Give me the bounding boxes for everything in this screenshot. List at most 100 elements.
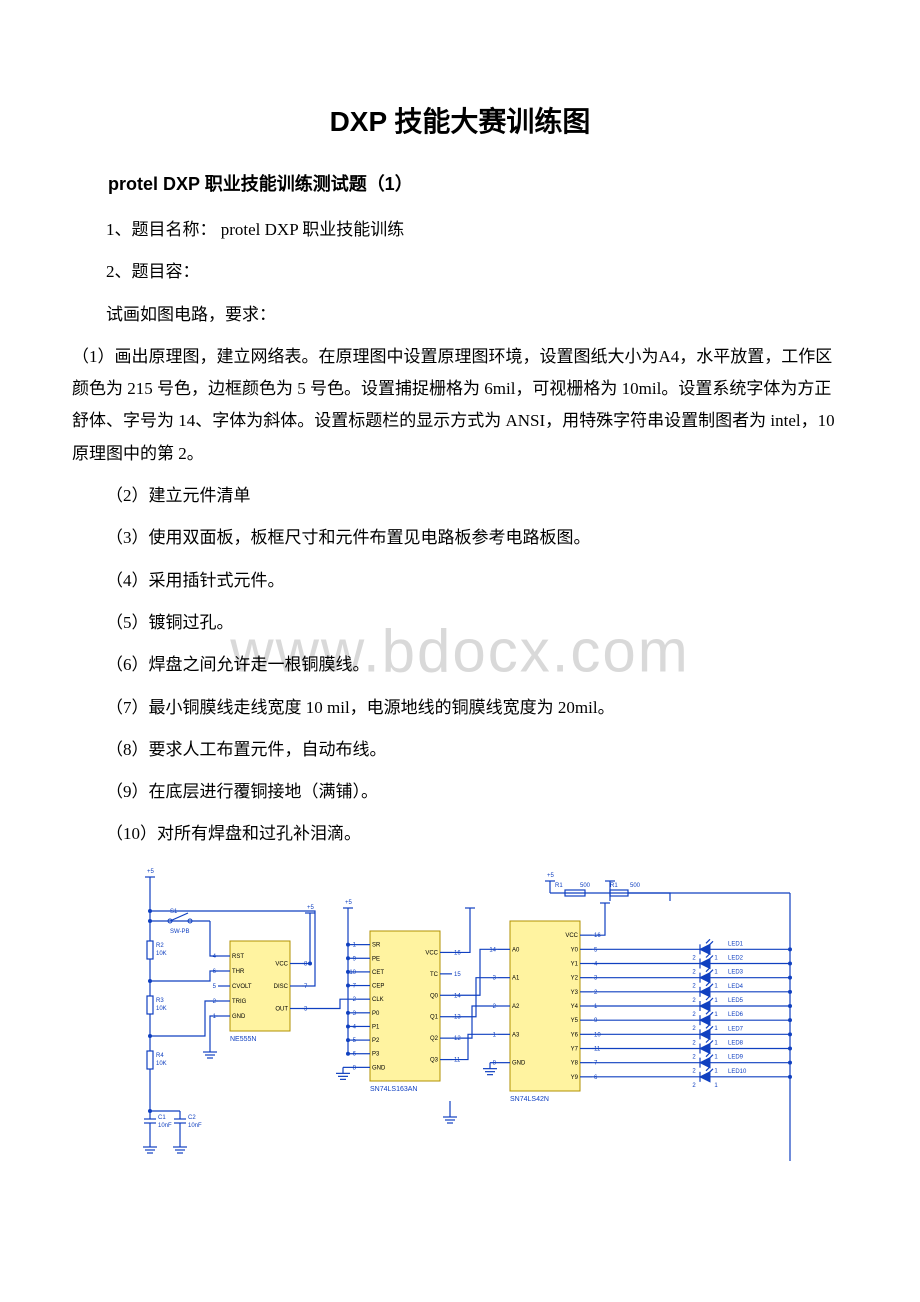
svg-text:CLK: CLK [372, 997, 384, 1003]
para-2: 2、题目容： [72, 256, 848, 288]
svg-text:A1: A1 [512, 975, 520, 981]
svg-text:S1: S1 [170, 909, 178, 915]
svg-text:A2: A2 [512, 1004, 520, 1010]
svg-text:A0: A0 [512, 947, 520, 953]
svg-text:14: 14 [454, 993, 461, 999]
svg-text:C1: C1 [158, 1115, 166, 1121]
para-8: （5）镀铜过孔。 [72, 607, 848, 639]
svg-text:P1: P1 [372, 1024, 380, 1030]
svg-text:PE: PE [372, 956, 380, 962]
svg-text:Y2: Y2 [571, 975, 579, 981]
para-12: （9）在底层进行覆铜接地（满铺）。 [72, 776, 848, 808]
svg-text:Q0: Q0 [430, 993, 439, 999]
svg-text:16: 16 [594, 933, 601, 939]
para-4: （1）画出原理图，建立网络表。在原理图中设置原理图环境，设置图纸大小为A4，水平… [72, 341, 848, 470]
svg-text:VCC: VCC [565, 933, 578, 939]
svg-text:CET: CET [372, 970, 384, 976]
para-5: （2）建立元件清单 [72, 480, 848, 512]
svg-text:14: 14 [489, 947, 496, 953]
svg-text:LED10: LED10 [728, 1069, 747, 1075]
svg-text:Y8: Y8 [571, 1060, 579, 1066]
svg-text:LED4: LED4 [728, 984, 744, 990]
svg-text:Q2: Q2 [430, 1036, 439, 1042]
svg-text:CVOLT: CVOLT [232, 984, 252, 990]
svg-text:LED1: LED1 [728, 941, 744, 947]
svg-text:+5: +5 [307, 905, 315, 911]
svg-text:R2: R2 [156, 943, 164, 949]
para-13: （10）对所有焊盘和过孔补泪滴。 [72, 818, 848, 850]
svg-text:TC: TC [430, 972, 439, 978]
para-6: （3）使用双面板，板框尺寸和元件布置见电路板参考电路板图。 [72, 522, 848, 554]
svg-text:SN74LS42N: SN74LS42N [510, 1096, 549, 1103]
svg-text:Q1: Q1 [430, 1014, 439, 1020]
svg-text:10nF: 10nF [158, 1123, 172, 1129]
svg-text:GND: GND [512, 1060, 526, 1066]
svg-text:Y7: Y7 [571, 1046, 579, 1052]
svg-text:10K: 10K [156, 1061, 167, 1067]
svg-text:LED6: LED6 [728, 1012, 744, 1018]
svg-text:R1: R1 [555, 883, 563, 889]
page-title: DXP 技能大赛训练图 [72, 100, 848, 140]
svg-text:Y4: Y4 [571, 1004, 579, 1010]
subtitle: protel DXP 职业技能训练测试题（1） [72, 170, 848, 196]
svg-text:LED9: LED9 [728, 1054, 744, 1060]
svg-text:10K: 10K [156, 951, 167, 957]
svg-text:15: 15 [454, 972, 461, 978]
svg-text:16: 16 [454, 950, 461, 956]
svg-text:P3: P3 [372, 1051, 380, 1057]
svg-text:+5: +5 [345, 900, 353, 906]
svg-text:10: 10 [594, 1032, 601, 1038]
svg-text:TRIG: TRIG [232, 999, 247, 1005]
svg-text:NE555N: NE555N [230, 1036, 256, 1043]
svg-text:+5: +5 [547, 873, 555, 879]
para-7: （4）采用插针式元件。 [72, 565, 848, 597]
para-1: 1、题目名称： protel DXP 职业技能训练 [72, 214, 848, 246]
svg-text:SW-PB: SW-PB [170, 929, 190, 935]
svg-text:SR: SR [372, 942, 381, 948]
svg-text:Y5: Y5 [571, 1018, 579, 1024]
svg-text:10K: 10K [156, 1006, 167, 1012]
svg-text:Y0: Y0 [571, 947, 579, 953]
para-11: （8）要求人工布置元件，自动布线。 [72, 734, 848, 766]
svg-text:11: 11 [454, 1057, 461, 1063]
para-10: （7）最小铜膜线走线宽度 10 mil，电源地线的铜膜线宽度为 20mil。 [72, 692, 848, 724]
svg-text:+5: +5 [147, 869, 155, 875]
svg-text:C2: C2 [188, 1115, 196, 1121]
svg-text:P2: P2 [372, 1038, 380, 1044]
para-9: （6）焊盘之间允许走一根铜膜线。 [72, 649, 848, 681]
svg-text:GND: GND [372, 1065, 386, 1071]
svg-text:13: 13 [454, 1014, 461, 1020]
svg-text:10nF: 10nF [188, 1123, 202, 1129]
svg-text:CEP: CEP [372, 983, 384, 989]
svg-text:R4: R4 [156, 1053, 164, 1059]
svg-text:R3: R3 [156, 998, 164, 1004]
svg-text:LED8: LED8 [728, 1040, 744, 1046]
svg-text:500: 500 [580, 883, 591, 889]
svg-text:VCC: VCC [425, 950, 438, 956]
svg-text:Q3: Q3 [430, 1057, 439, 1063]
svg-text:RST: RST [232, 954, 244, 960]
svg-text:DISC: DISC [274, 984, 289, 990]
svg-text:OUT: OUT [275, 1006, 288, 1012]
svg-text:10: 10 [349, 970, 356, 976]
svg-text:Y1: Y1 [571, 961, 579, 967]
svg-text:11: 11 [594, 1046, 601, 1052]
svg-text:LED3: LED3 [728, 969, 744, 975]
svg-text:GND: GND [232, 1014, 246, 1020]
svg-text:LED7: LED7 [728, 1026, 744, 1032]
para-3: 试画如图电路，要求： [72, 299, 848, 331]
schematic-diagram: +5S1SW-PBR210KR310KR410KC110nFC210nFRST4… [72, 861, 848, 1181]
svg-text:P0: P0 [372, 1011, 380, 1017]
svg-text:Y6: Y6 [571, 1032, 579, 1038]
schematic-svg: +5S1SW-PBR210KR310KR410KC110nFC210nFRST4… [110, 861, 810, 1181]
svg-text:Y9: Y9 [571, 1075, 579, 1081]
svg-text:SN74LS163AN: SN74LS163AN [370, 1086, 417, 1093]
svg-text:500: 500 [630, 883, 641, 889]
svg-text:R1: R1 [610, 883, 618, 889]
page-content: DXP 技能大赛训练图 protel DXP 职业技能训练测试题（1） 1、题目… [72, 100, 848, 1181]
svg-text:12: 12 [454, 1036, 461, 1042]
svg-text:THR: THR [232, 969, 245, 975]
svg-text:VCC: VCC [275, 961, 288, 967]
svg-text:LED5: LED5 [728, 998, 744, 1004]
svg-text:A3: A3 [512, 1032, 520, 1038]
